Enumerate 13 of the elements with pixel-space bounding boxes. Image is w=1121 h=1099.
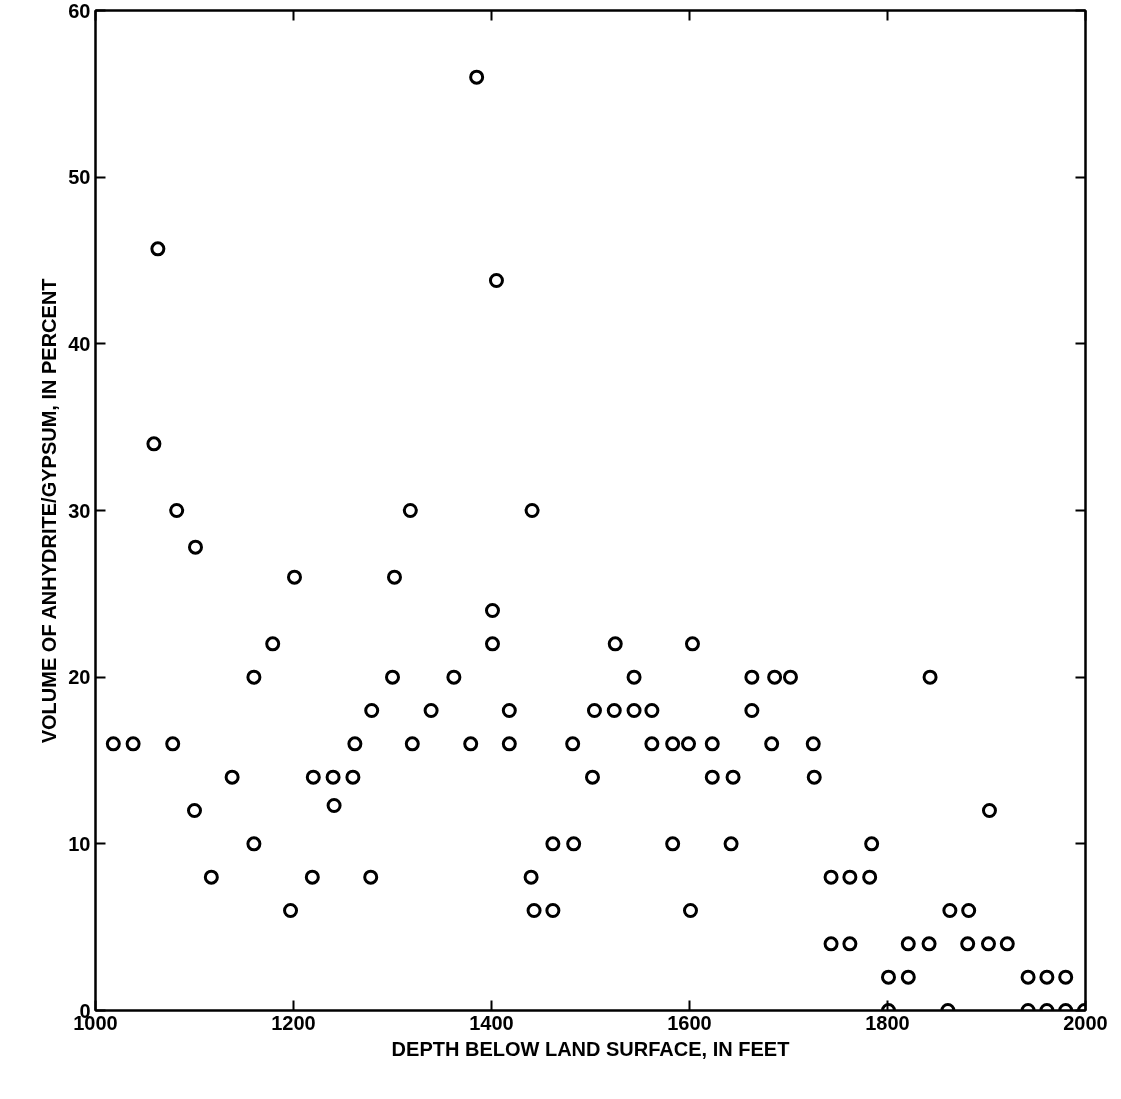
y-tick-label: 50 — [68, 166, 91, 189]
x-tick-label: 2000 — [1063, 1011, 1108, 1034]
y-tick-label: 10 — [68, 832, 91, 855]
y-tick-label: 20 — [68, 666, 91, 689]
y-tick-label: 30 — [68, 499, 91, 522]
y-tick-label: 40 — [68, 332, 91, 355]
x-tick-label: 1600 — [667, 1011, 712, 1034]
y-axis-title: VOLUME OF ANHYDRITE/GYPSUM, IN PERCENT — [38, 278, 61, 744]
x-tick-label: 1400 — [469, 1011, 514, 1034]
y-tick-label: 60 — [68, 0, 91, 22]
x-tick-label: 1200 — [271, 1011, 316, 1034]
x-tick-label: 1800 — [865, 1011, 910, 1034]
x-axis-title: DEPTH BELOW LAND SURFACE, IN FEET — [391, 1037, 790, 1060]
